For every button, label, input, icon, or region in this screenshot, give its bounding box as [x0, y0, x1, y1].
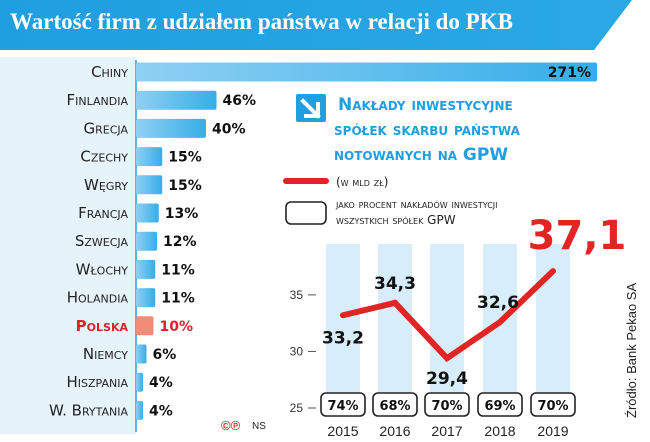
- percent-box: [424, 392, 470, 417]
- category-label: Polska: [76, 317, 129, 335]
- bar-value-label: 11%: [161, 262, 195, 278]
- y-tick-label: 25: [290, 401, 304, 415]
- bar-value-label: 15%: [168, 178, 202, 194]
- line-chart-title: Nakłady inwestycyjne spółek skarbu państw…: [334, 95, 521, 165]
- year-column-bg: [378, 244, 412, 408]
- percent-box: [320, 392, 366, 417]
- bar-węgry: [136, 175, 163, 195]
- percent-label: 68%: [379, 399, 410, 414]
- chart-title: Wartość firm z udziałem państwa w relacj…: [10, 9, 513, 34]
- bar-value-label: 11%: [161, 291, 195, 307]
- x-tick-label: 2017: [431, 423, 462, 439]
- bar-chart-countries: Chiny 271% Finlandia 46% Grecja 40% Czechy 15% W…: [0, 57, 597, 434]
- x-tick-label: 2018: [484, 423, 515, 439]
- bar-value-label: 12%: [163, 234, 197, 250]
- percent-box: [477, 392, 523, 417]
- bar-value-label: 40%: [212, 121, 246, 137]
- bar-value-label: 10%: [160, 319, 194, 335]
- data-point: 29,4: [426, 369, 468, 389]
- legend-label-mld: (w mld zł): [336, 175, 388, 189]
- source-note: Źródło: Bank Pekao SA: [624, 283, 639, 418]
- author-initials: NS: [252, 421, 266, 432]
- percent-box: [372, 392, 418, 417]
- bar-value-label: 4%: [149, 375, 173, 391]
- percent-label: 70%: [431, 399, 462, 414]
- bar-włochy: [136, 259, 156, 279]
- bar-hiszpania: [136, 372, 143, 392]
- point-value-label: 37,1: [528, 213, 627, 259]
- y-tick-label: 35: [290, 288, 304, 302]
- category-label: Czechy: [80, 148, 128, 166]
- labels-panel: [0, 57, 136, 434]
- bar-polska: [136, 316, 154, 336]
- point-value-label: 33,2: [322, 328, 364, 348]
- bar-niemcy: [136, 344, 147, 364]
- category-label: Węgry: [84, 176, 128, 194]
- data-point: 37,1: [528, 213, 627, 259]
- bar-chiny: [136, 62, 597, 82]
- year-column-bg: [483, 244, 517, 408]
- legend-box-swatch: [285, 201, 327, 225]
- bar-holandia: [136, 288, 156, 308]
- bar-grecja: [136, 118, 206, 138]
- category-label: Niemcy: [83, 345, 128, 363]
- category-label: Szwecja: [75, 232, 129, 250]
- chart-header: Wartość firm z udziałem państwa w relacj…: [0, 0, 632, 50]
- data-point: 33,2: [322, 328, 364, 348]
- bar-value-label: 271%: [548, 65, 591, 81]
- bar-finlandia: [136, 90, 217, 110]
- data-point: 34,3: [374, 274, 416, 294]
- percent-label: 74%: [327, 399, 358, 414]
- bar-value-label: 4%: [149, 403, 173, 419]
- x-tick-label: 2015: [327, 423, 358, 439]
- category-label: Francja: [78, 204, 128, 222]
- bar-value-label: 13%: [165, 206, 199, 222]
- legend-label-percent: jako procent nakładów inwestycji wszystki…: [335, 197, 498, 227]
- category-label: Grecja: [84, 119, 129, 137]
- bar-value-label: 6%: [153, 347, 177, 363]
- data-point: 32,6: [477, 293, 519, 313]
- bar-szwecja: [136, 231, 157, 251]
- x-tick-label: 2016: [379, 423, 410, 439]
- copyright-logo: ©℗: [221, 418, 241, 433]
- investment-line: [340, 268, 556, 363]
- category-label: Finlandia: [67, 91, 129, 109]
- line-chart-header: Nakłady inwestycyjne spółek skarbu państw…: [283, 94, 521, 227]
- y-tick-label: 30: [290, 344, 304, 358]
- bar-value-label: 46%: [223, 93, 257, 109]
- bar-value-label: 15%: [168, 150, 202, 166]
- category-label: Włochy: [76, 260, 129, 278]
- bar-czechy: [136, 147, 163, 167]
- year-column-bg: [326, 244, 360, 408]
- point-value-label: 34,3: [374, 274, 416, 294]
- category-label: Holandia: [67, 289, 129, 307]
- percent-label: 69%: [484, 399, 515, 414]
- point-value-label: 32,6: [477, 293, 519, 313]
- bar-francja: [136, 203, 159, 223]
- bar-w-brytania: [136, 400, 143, 420]
- line-chart-investment: 25 30 35 33,2 34,3 29,4 32,6 37,1 74% 68% 70% 69% 70…: [290, 213, 627, 439]
- category-label: Chiny: [91, 63, 128, 81]
- category-label: W. Brytania: [49, 401, 128, 419]
- arrow-down-right-icon: [296, 94, 326, 122]
- category-label: Hiszpania: [67, 373, 129, 391]
- year-column-bg: [430, 244, 464, 408]
- point-value-label: 29,4: [426, 369, 468, 389]
- percent-box: [530, 392, 576, 417]
- percent-label: 70%: [537, 399, 568, 414]
- x-tick-label: 2019: [537, 423, 568, 439]
